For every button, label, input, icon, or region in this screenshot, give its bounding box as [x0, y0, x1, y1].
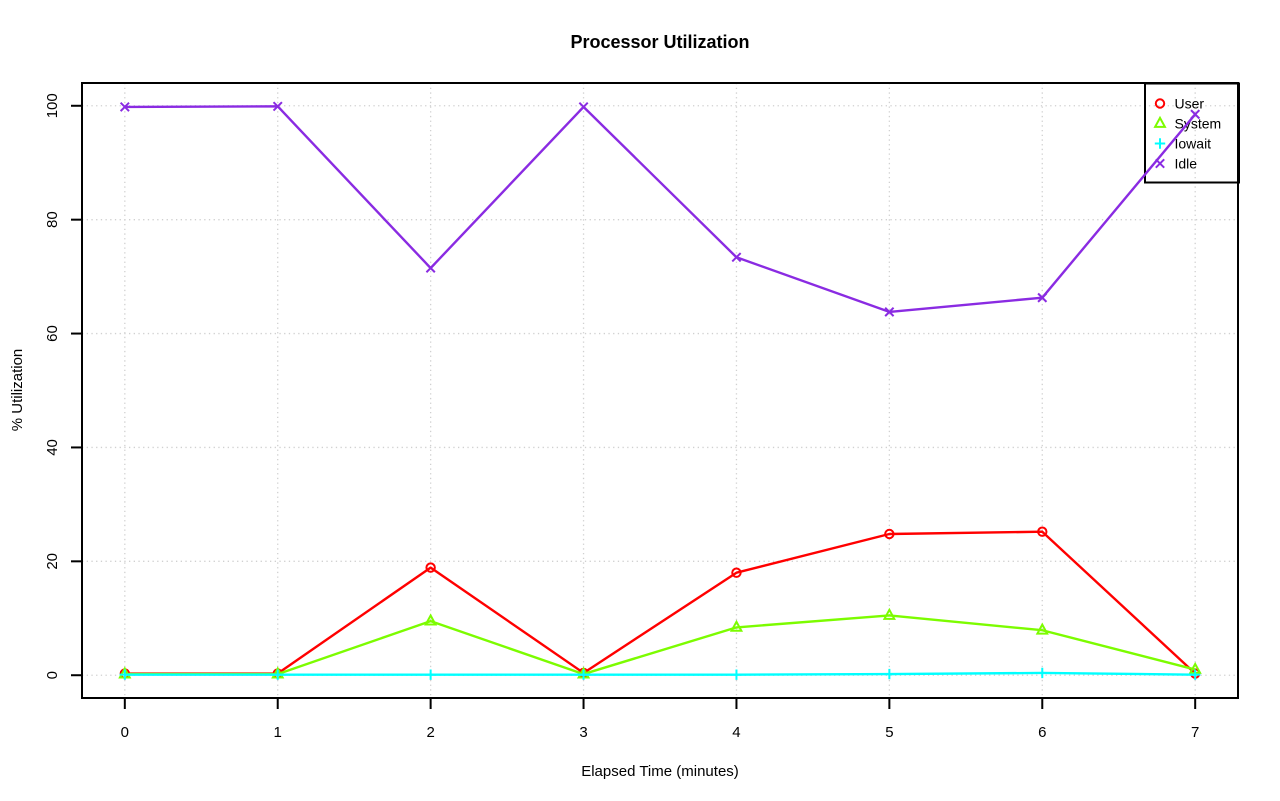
data-point-idle [578, 102, 589, 112]
x-tick-label: 4 [732, 724, 740, 741]
x-tick-label: 1 [274, 724, 282, 741]
series-system [118, 607, 1202, 679]
legend-marker-triangle-icon [1153, 115, 1167, 128]
series-line-system [124, 614, 1196, 676]
y-tick-label: 20 [44, 553, 61, 570]
data-point-iowait [119, 669, 131, 680]
legend-entry-user: User [1154, 96, 1205, 112]
legend-label: System [1175, 116, 1222, 132]
x-tick-label: 3 [579, 724, 587, 741]
data-point-iowait [1189, 669, 1201, 680]
series-user [119, 526, 1201, 679]
legend-marker-circle-icon [1154, 98, 1166, 109]
data-point-system [1035, 622, 1049, 635]
data-point-idle [1037, 292, 1048, 303]
legend: User System Iowait Idle [1144, 82, 1240, 184]
series-line-idle [124, 105, 1197, 314]
data-point-iowait [272, 669, 283, 680]
data-point-system [729, 619, 744, 632]
data-point-user [884, 528, 895, 540]
legend-entry-idle: Idle [1155, 156, 1198, 172]
x-tick-label: 2 [426, 724, 434, 741]
data-point-idle [119, 102, 130, 112]
axis-ticks: 0 1 2 3 4 5 6 7 0 20 40 60 80 100 [44, 93, 1199, 741]
y-tick-label: 0 [44, 671, 61, 679]
data-point-idle [1190, 109, 1201, 120]
series-line-user [124, 530, 1197, 675]
data-point-idle [731, 252, 742, 263]
data-point-iowait [1037, 667, 1048, 679]
legend-marker-plus-icon [1154, 138, 1166, 149]
data-point-idle [884, 307, 895, 317]
data-point-iowait [884, 668, 895, 680]
legend-label: User [1175, 96, 1205, 112]
series-idle [119, 101, 1201, 317]
data-point-iowait [425, 669, 436, 680]
data-point-idle [425, 263, 436, 273]
y-tick-label: 60 [44, 325, 61, 342]
x-tick-label: 5 [885, 724, 893, 741]
y-tick-label: 100 [44, 93, 61, 118]
data-point-idle [272, 101, 283, 112]
x-tick-label: 0 [121, 724, 129, 741]
data-point-user [425, 562, 436, 573]
data-point-iowait [578, 669, 589, 680]
legend-entry-iowait: Iowait [1154, 136, 1212, 152]
x-axis-title: Elapsed Time (minutes) [581, 763, 739, 780]
data-point-user [1037, 526, 1048, 537]
plot-border [81, 82, 1239, 699]
legend-label: Idle [1175, 156, 1198, 172]
series-iowait [119, 667, 1201, 680]
series-line-iowait [124, 671, 1196, 676]
data-point-iowait [731, 669, 742, 680]
x-tick-label: 6 [1038, 724, 1046, 741]
data-point-user [731, 567, 742, 578]
y-tick-label: 80 [44, 211, 61, 228]
y-axis-title: % Utilization [9, 349, 26, 432]
data-point-system [882, 607, 896, 620]
data-series [118, 101, 1202, 680]
chart-title: Processor Utilization [570, 32, 749, 52]
x-tick-label: 7 [1191, 724, 1199, 741]
grid-lines [82, 83, 1238, 698]
legend-label: Iowait [1175, 136, 1212, 152]
y-tick-label: 40 [44, 439, 61, 456]
data-point-system [424, 613, 438, 626]
legend-entry-system: System [1153, 115, 1222, 132]
